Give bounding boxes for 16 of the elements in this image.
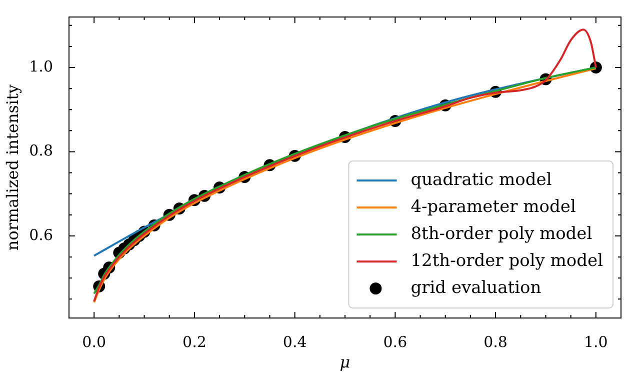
legend-label: 8th-order poly model [410, 224, 592, 244]
y-tick-label: 0.6 [29, 226, 53, 244]
x-tick-label: 1.0 [584, 332, 608, 351]
x-axis-title: μ [340, 352, 350, 372]
x-tick-label: 0.8 [484, 332, 508, 351]
x-tick-label: 0.4 [282, 332, 307, 351]
legend-label: quadratic model [410, 170, 552, 190]
legend-label: 12th-order poly model [410, 250, 604, 271]
legend-label: 4-parameter model [410, 196, 576, 217]
x-tick-label: 0.2 [182, 332, 206, 351]
y-tick-label: 0.8 [29, 142, 53, 160]
x-tick-label: 0.6 [383, 332, 408, 351]
y-tick-label: 1.0 [29, 57, 53, 76]
x-tick-label: 0.0 [82, 332, 106, 351]
y-axis-title: normalized intensity [2, 84, 22, 251]
legend-label: grid evaluation [410, 278, 542, 298]
